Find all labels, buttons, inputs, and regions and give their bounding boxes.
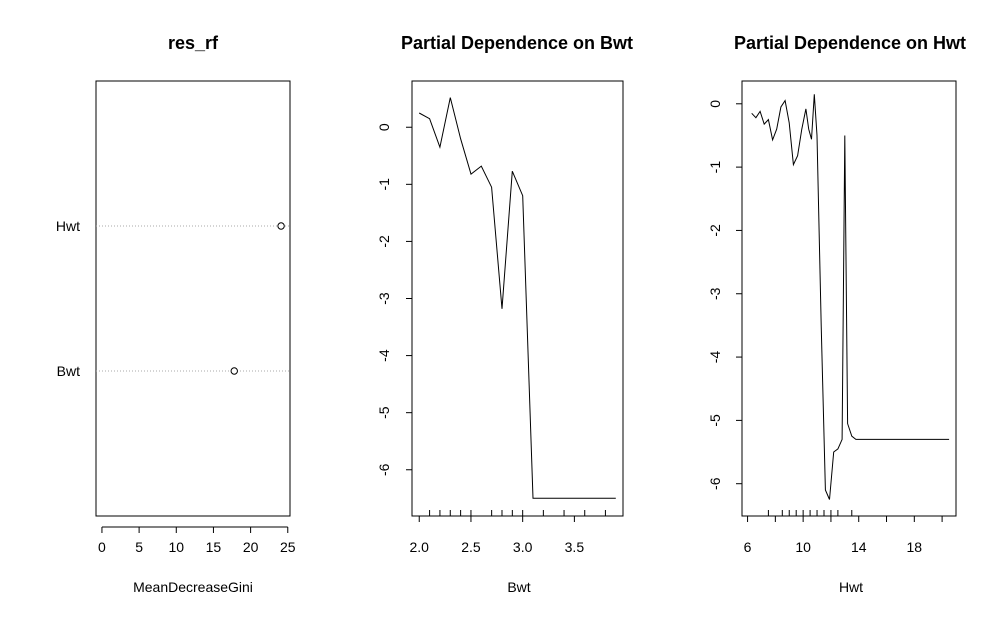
y-tick-label: -3 (707, 287, 723, 300)
y-tick-label: -2 (707, 224, 723, 237)
y-tick-label: -5 (707, 414, 723, 427)
x-tick-label: 10 (168, 539, 184, 555)
y-tick-label: -4 (376, 349, 392, 362)
x-tick-label: 6 (744, 539, 752, 555)
importance-point (230, 367, 238, 375)
chart-title: res_rf (168, 33, 219, 53)
y-tick-label: -6 (707, 477, 723, 490)
y-tick-label: -2 (376, 235, 392, 248)
category-label: Bwt (57, 363, 80, 379)
category-label: Hwt (56, 218, 80, 234)
x-tick-label: 2.5 (461, 539, 481, 555)
y-tick-label: 0 (376, 123, 392, 131)
x-tick-label: 3.0 (513, 539, 533, 555)
y-tick-label: -3 (376, 292, 392, 305)
chart-title: Partial Dependence on Hwt (734, 33, 966, 53)
y-tick-label: -1 (707, 161, 723, 174)
x-tick-label: 14 (851, 539, 867, 555)
chart-title: Partial Dependence on Bwt (401, 33, 633, 53)
y-tick-label: -5 (376, 406, 392, 419)
y-tick-label: -6 (376, 463, 392, 476)
x-tick-label: 3.5 (565, 539, 585, 555)
x-tick-label: 0 (98, 539, 106, 555)
x-tick-label: 10 (795, 539, 811, 555)
importance-point (277, 222, 285, 230)
variable-importance-panel: res_rf MeanDecreaseGini Bwt Hwt 0 5 10 15 20 2… (56, 33, 296, 595)
plot-frame (411, 80, 624, 517)
x-axis-label: MeanDecreaseGini (133, 579, 253, 595)
plot-frame (741, 80, 957, 517)
partial-dependence-hwt-panel: Partial Dependence on Hwt Hwt 6 10 14 18 0 -… (707, 33, 966, 595)
partial-dependence-line (751, 94, 950, 500)
partial-dependence-line (418, 97, 616, 499)
x-axis-label: Bwt (507, 579, 530, 595)
x-tick-label: 5 (135, 539, 143, 555)
x-tick-label: 25 (280, 539, 296, 555)
y-tick-label: -1 (376, 178, 392, 191)
x-tick-label: 20 (243, 539, 259, 555)
plot-frame (95, 80, 291, 517)
x-tick-label: 2.0 (410, 539, 430, 555)
partial-dependence-bwt-panel: Partial Dependence on Bwt Bwt 2.0 2.5 3.0 3… (376, 33, 633, 595)
x-tick-label: 15 (206, 539, 222, 555)
y-tick-label: -4 (707, 351, 723, 364)
x-tick-label: 18 (907, 539, 923, 555)
y-tick-label: 0 (707, 100, 723, 108)
x-axis-label: Hwt (839, 579, 863, 595)
